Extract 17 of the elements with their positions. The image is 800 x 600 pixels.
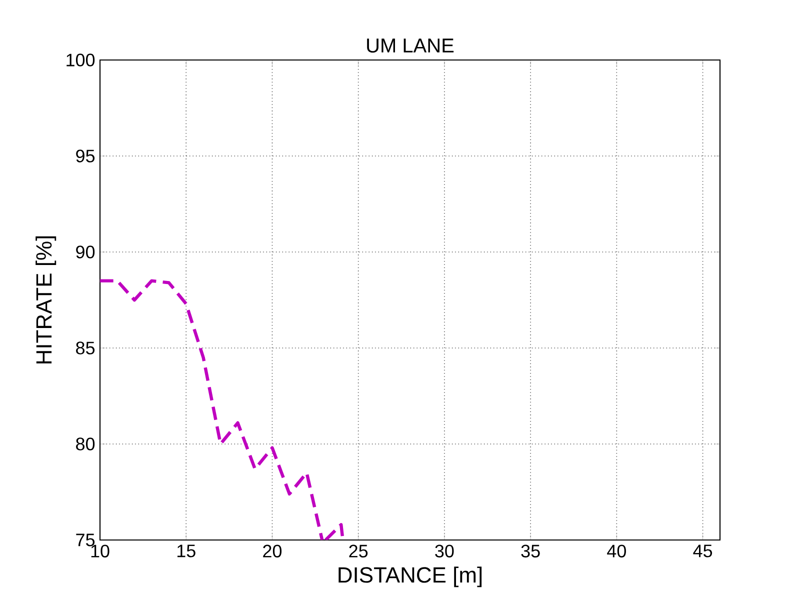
y-tick-label: 80 (76, 438, 95, 450)
y-tick-label: 100 (66, 54, 95, 66)
y-tick-label: 95 (76, 150, 95, 162)
y-tick-label: 90 (76, 246, 95, 258)
x-tick-label: 20 (263, 544, 282, 558)
x-tick-label: 10 (91, 544, 110, 558)
y-tick-label: 85 (76, 342, 95, 354)
y-tick-label: 75 (76, 534, 95, 546)
x-tick-label: 40 (607, 544, 626, 558)
x-tick-label: 35 (521, 544, 540, 558)
chart-title: UM LANE (367, 38, 454, 53)
x-tick-label: 15 (177, 544, 196, 558)
y-axis-title: HITRATE [%] (36, 236, 56, 364)
x-axis-title: DISTANCE [m] (338, 566, 482, 588)
x-tick-label: 25 (349, 544, 368, 558)
x-tick-label: 30 (435, 544, 454, 558)
x-tick-label: 45 (693, 544, 712, 558)
